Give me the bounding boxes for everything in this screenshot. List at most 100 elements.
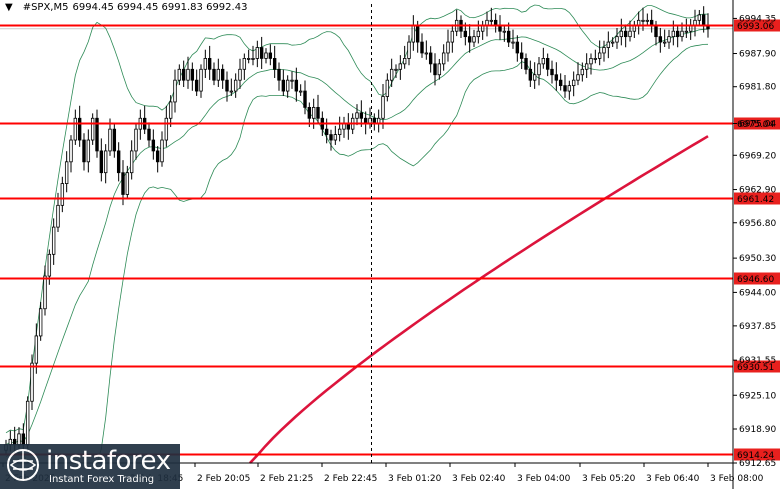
y-tick-label: 6925.10: [739, 391, 776, 401]
x-tick-label: 3 Feb 04:00: [517, 474, 571, 484]
instaforex-logo-icon: [7, 449, 39, 481]
candle-body: [190, 68, 195, 81]
candle-body: [450, 30, 455, 43]
candle-body: [246, 58, 251, 60]
candle-body: [194, 79, 199, 92]
candle-body: [108, 128, 112, 152]
candle-body: [619, 30, 624, 38]
candle-body: [355, 112, 359, 119]
candle-body: [476, 30, 481, 38]
level-label: 6930.51: [737, 363, 774, 373]
candle-body: [589, 58, 593, 65]
candle-body: [632, 25, 637, 32]
candle-body: [615, 36, 619, 43]
candle-body: [255, 47, 260, 59]
y-tick-label: 6918.90: [739, 425, 776, 435]
candle-body: [571, 79, 576, 87]
candle-body: [181, 68, 186, 81]
candle-body: [641, 19, 645, 22]
candle-body: [34, 335, 39, 364]
candle-body: [567, 85, 572, 92]
candle-body: [437, 63, 442, 76]
candle-body: [38, 308, 43, 337]
level-label-box: [734, 19, 780, 32]
candle-body: [554, 74, 559, 81]
y-tick-label: 6987.90: [739, 50, 776, 60]
candle-body: [203, 58, 208, 70]
candle-body: [467, 36, 472, 43]
candle-body: [381, 96, 385, 119]
candle-body: [524, 58, 528, 70]
x-tick-label: 3 Feb 01:20: [388, 474, 442, 484]
y-tick-label: 6931.55: [739, 356, 776, 366]
candle-body: [545, 58, 550, 70]
candle-body: [268, 52, 273, 59]
candle-body: [346, 123, 351, 130]
candle-body: [342, 123, 346, 130]
candle-body: [602, 47, 606, 54]
y-tick-label: 6912.65: [739, 459, 776, 469]
candle-body: [576, 74, 580, 81]
bollinger-bands: [5, 4, 709, 464]
candle-body: [95, 117, 99, 152]
candle-body: [86, 139, 91, 163]
candle-body: [129, 150, 134, 174]
candle-body: [25, 400, 30, 446]
candle-body: [316, 106, 320, 119]
candle-body: [294, 79, 299, 92]
candle-body: [385, 79, 390, 97]
price-axis: 6994.35 6987.90 6981.80 6975.04 6969.20 6962.…: [733, 14, 776, 469]
candle-body: [628, 30, 632, 38]
y-tick-label: 6956.80: [739, 219, 776, 229]
level-label: 6914.24: [737, 451, 774, 461]
candle-body: [645, 19, 650, 22]
level-label-box: [734, 117, 780, 130]
symbol-label: #SPX,M5: [22, 2, 69, 13]
bollinger-middle: [5, 28, 709, 446]
candle-body: [229, 90, 234, 93]
candle-body: [667, 36, 671, 43]
candle-body: [593, 58, 598, 60]
y-tick-label: 6994.35: [739, 14, 776, 24]
candle-body: [242, 58, 247, 70]
candle-body: [498, 25, 502, 32]
y-tick-label: 6969.20: [739, 151, 776, 161]
candle-body: [680, 30, 684, 38]
candle-body: [480, 25, 485, 32]
chart-title: ▼ #SPX,M5 6994.45 6994.45 6991.83 6992.43: [5, 2, 247, 13]
candle-body: [60, 183, 65, 206]
candle-body: [168, 101, 173, 119]
candle-body: [216, 68, 221, 81]
candle-body: [606, 41, 611, 48]
candle-body: [537, 63, 541, 76]
candle-body: [654, 25, 658, 38]
candle-body: [307, 106, 312, 119]
candle-body: [64, 161, 69, 184]
candle-body: [420, 41, 424, 54]
candle-body: [697, 14, 702, 21]
ma-line: [249, 135, 709, 464]
candle-body: [324, 128, 329, 135]
level-label-box: [734, 448, 780, 461]
level-label: 6975.04: [737, 120, 774, 130]
candle-body: [433, 63, 437, 76]
candle-body: [441, 52, 446, 65]
candle-body: [684, 30, 689, 33]
candle-body: [73, 117, 78, 141]
candle-body: [502, 30, 507, 33]
candle-body: [147, 128, 151, 141]
candle-body: [528, 68, 533, 81]
collapse-icon[interactable]: ▼: [5, 2, 13, 13]
y-tick-label: 6937.85: [739, 322, 776, 332]
candle-body: [394, 68, 398, 71]
x-tick-label: 3 Feb 06:40: [646, 474, 700, 484]
candle-body: [30, 362, 34, 402]
candle-body: [125, 172, 130, 195]
candle-body: [359, 112, 364, 119]
candle-body: [558, 79, 563, 87]
x-tick-label: 2 Feb 22:45: [324, 474, 377, 484]
candles: [4, 6, 710, 456]
candle-body: [225, 79, 229, 92]
